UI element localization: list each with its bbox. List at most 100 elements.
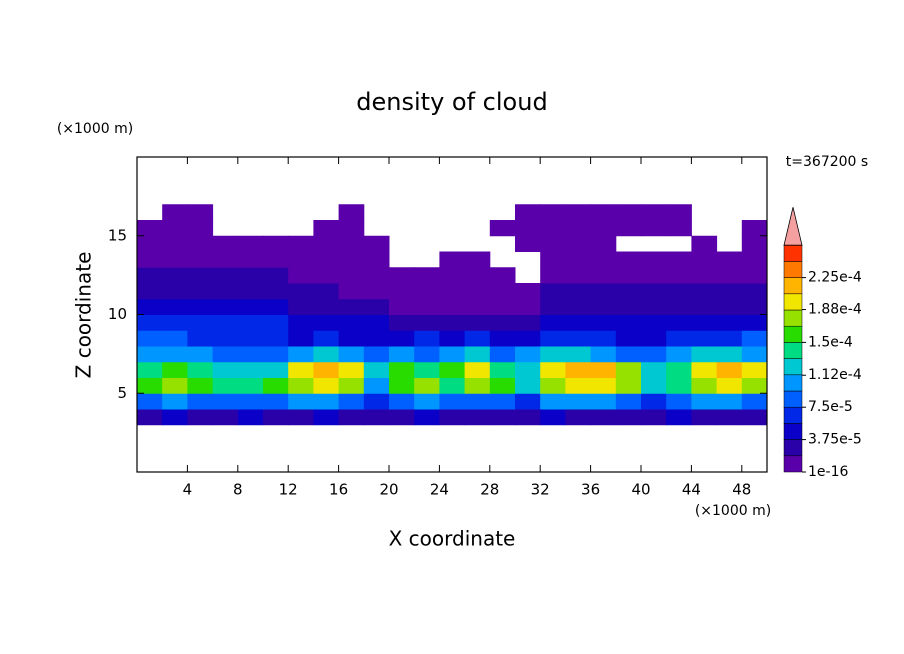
field-cell xyxy=(439,346,466,363)
field-cell xyxy=(691,314,718,331)
x-tick-label: 8 xyxy=(233,481,243,499)
field-cell xyxy=(540,314,566,331)
field-cell xyxy=(439,267,466,284)
field-cell xyxy=(212,361,239,378)
field-cell xyxy=(313,361,340,378)
field-cell xyxy=(666,283,692,300)
field-cell xyxy=(389,314,415,331)
colorbar-swatch xyxy=(783,277,803,295)
field-cell xyxy=(137,330,163,347)
field-cell xyxy=(641,330,667,347)
field-cell xyxy=(288,361,314,378)
field-cell xyxy=(439,330,466,347)
field-cell xyxy=(565,393,592,410)
field-cell xyxy=(540,283,566,300)
field-cell xyxy=(338,220,365,237)
field-cell xyxy=(691,283,718,300)
field-cell xyxy=(464,283,491,300)
field-cell xyxy=(237,314,264,331)
field-cell xyxy=(489,361,516,378)
colorbar-tick-label: 3.75e-5 xyxy=(808,432,862,448)
field-cell xyxy=(363,235,390,252)
field-cell xyxy=(741,409,768,426)
field-cell xyxy=(212,251,239,268)
field-cell xyxy=(162,267,188,284)
field-cell xyxy=(313,235,340,252)
field-cell xyxy=(641,393,667,410)
field-cell xyxy=(288,283,314,300)
x-tick-label: 32 xyxy=(531,481,550,499)
field-cell xyxy=(615,346,642,363)
field-cell xyxy=(515,298,541,315)
field-cell xyxy=(590,346,617,363)
field-cell xyxy=(489,377,516,394)
field-cell xyxy=(489,409,516,426)
field-cell xyxy=(212,298,239,315)
field-cell xyxy=(137,267,163,284)
field-cell xyxy=(515,393,541,410)
field-cell xyxy=(515,283,541,300)
field-cell xyxy=(212,377,239,394)
colorbar-swatch xyxy=(783,342,803,359)
field-cell xyxy=(489,220,516,237)
field-cell xyxy=(363,298,390,315)
field-cell xyxy=(313,251,340,268)
x-axis-title: X coordinate xyxy=(389,527,516,551)
field-cell xyxy=(338,361,365,378)
field-cell xyxy=(741,298,768,315)
field-cell xyxy=(137,377,163,394)
field-cell xyxy=(741,377,768,394)
field-cell xyxy=(666,346,692,363)
field-cell xyxy=(263,346,289,363)
field-cell xyxy=(741,220,768,237)
field-cell xyxy=(565,220,592,237)
field-cell xyxy=(540,361,566,378)
field-cell xyxy=(237,377,264,394)
field-cell xyxy=(389,330,415,347)
field-cell xyxy=(389,346,415,363)
field-cell xyxy=(137,393,163,410)
field-cell xyxy=(162,235,188,252)
colorbar-swatch xyxy=(783,325,803,343)
field-cell xyxy=(565,267,592,284)
field-cell xyxy=(666,251,692,268)
field-cell xyxy=(590,361,617,378)
field-cell xyxy=(590,330,617,347)
field-cell xyxy=(414,409,440,426)
field-cell xyxy=(363,377,390,394)
field-cell xyxy=(263,330,289,347)
field-cell xyxy=(641,204,667,221)
y-axis-unit: (×1000 m) xyxy=(57,121,133,137)
field-cell xyxy=(137,409,163,426)
field-cell xyxy=(288,235,314,252)
field-cell xyxy=(615,204,642,221)
field-cell xyxy=(515,330,541,347)
field-cell xyxy=(288,409,314,426)
field-cell xyxy=(414,267,440,284)
field-cell xyxy=(187,298,214,315)
field-cell xyxy=(590,377,617,394)
field-cell xyxy=(641,361,667,378)
field-cell xyxy=(464,346,491,363)
colorbar-swatch xyxy=(783,439,803,457)
field-cell xyxy=(338,267,365,284)
field-cell xyxy=(187,283,214,300)
field-cell xyxy=(389,409,415,426)
field-cell xyxy=(263,283,289,300)
field-cell xyxy=(540,346,566,363)
x-axis-unit: (×1000 m) xyxy=(695,503,771,519)
field-cell xyxy=(338,204,365,221)
field-cell xyxy=(338,377,365,394)
field-cell xyxy=(212,314,239,331)
field-cell xyxy=(590,298,617,315)
field-cell xyxy=(590,283,617,300)
field-cell xyxy=(489,314,516,331)
field-cell xyxy=(162,409,188,426)
field-cell xyxy=(363,409,390,426)
x-tick-label: 40 xyxy=(631,481,650,499)
field-cell xyxy=(464,377,491,394)
colorbar-swatch xyxy=(783,423,803,440)
field-cell xyxy=(540,393,566,410)
x-tick-label: 12 xyxy=(279,481,298,499)
